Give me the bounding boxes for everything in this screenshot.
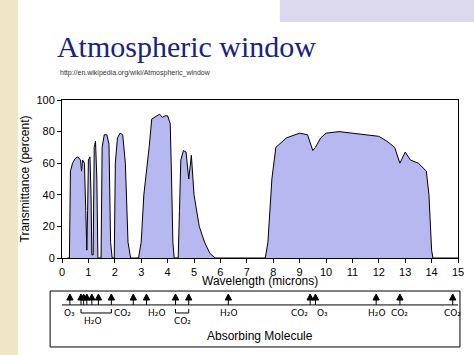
svg-text:H₂O: H₂O — [84, 316, 101, 326]
svg-text:7: 7 — [244, 266, 250, 278]
svg-text:80: 80 — [43, 125, 55, 137]
svg-text:Transmittance (percent): Transmittance (percent) — [18, 116, 32, 243]
svg-text:CO₂: CO₂ — [114, 308, 131, 318]
svg-text:13: 13 — [399, 266, 411, 278]
svg-text:14: 14 — [425, 266, 437, 278]
svg-text:0: 0 — [49, 252, 55, 264]
svg-text:11: 11 — [347, 266, 358, 278]
svg-text:12: 12 — [373, 266, 385, 278]
svg-text:9: 9 — [297, 266, 303, 278]
svg-text:Absorbing Molecule: Absorbing Molecule — [207, 329, 313, 343]
svg-text:8: 8 — [270, 266, 276, 278]
svg-text:5: 5 — [191, 266, 197, 278]
svg-text:CO₂: CO₂ — [174, 316, 191, 326]
svg-text:H₂O: H₂O — [148, 308, 165, 318]
svg-text:H₂O: H₂O — [368, 308, 385, 318]
svg-text:4: 4 — [165, 266, 171, 278]
svg-text:Atmospheric window: Atmospheric window — [57, 30, 316, 63]
svg-text:15: 15 — [452, 266, 464, 278]
svg-text:CO₂: CO₂ — [444, 308, 461, 318]
svg-text:2: 2 — [112, 266, 118, 278]
svg-text:O₃: O₃ — [64, 308, 75, 318]
svg-text:10: 10 — [320, 266, 332, 278]
svg-text:60: 60 — [43, 157, 55, 169]
svg-text:6: 6 — [217, 266, 223, 278]
svg-text:3: 3 — [138, 266, 144, 278]
svg-text:CO₂: CO₂ — [291, 308, 308, 318]
svg-text:40: 40 — [43, 189, 55, 201]
svg-text:100: 100 — [36, 94, 54, 106]
svg-text:Wavelength (microns): Wavelength (microns) — [202, 274, 318, 288]
svg-text:20: 20 — [43, 220, 55, 232]
svg-text:1: 1 — [85, 266, 91, 278]
svg-text:H₂O: H₂O — [220, 308, 237, 318]
svg-text:CO₂: CO₂ — [391, 308, 408, 318]
svg-text:O₃: O₃ — [317, 308, 328, 318]
svg-text:0: 0 — [59, 266, 65, 278]
svg-text:http://en.wikipedia.org/wiki/A: http://en.wikipedia.org/wiki/Atmospheric… — [60, 69, 211, 77]
